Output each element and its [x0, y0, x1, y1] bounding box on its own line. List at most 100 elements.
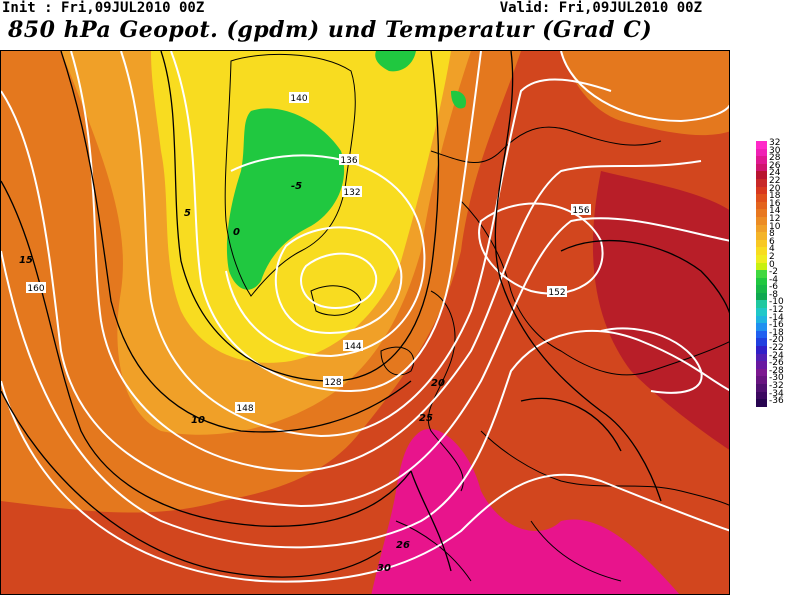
legend-entry: -16	[756, 320, 788, 331]
legend-entry: -30	[756, 374, 788, 384]
legend-label: -32	[769, 381, 784, 391]
legend-label: 20	[769, 183, 781, 194]
legend-swatch	[756, 216, 767, 225]
legend-label: -12	[769, 305, 784, 316]
legend-label: 26	[769, 160, 781, 171]
legend-swatch	[756, 239, 767, 248]
temp-label: 20	[431, 378, 445, 389]
legend-entry: -8	[756, 290, 788, 301]
legend-swatch	[756, 232, 767, 240]
temp-label: 5	[184, 208, 191, 219]
legend-label: -22	[769, 343, 784, 354]
legend-entry: 10	[756, 221, 788, 233]
geo-label: 148	[236, 404, 253, 414]
legend-entry: -36	[756, 396, 788, 407]
legend-swatch	[756, 338, 767, 347]
legend-entry: -20	[756, 335, 788, 347]
legend-entry: 8	[756, 229, 788, 240]
legend-label: -18	[769, 327, 784, 338]
temperature-labels: -5 0 5 10 15 20 25 26 30	[19, 181, 445, 574]
temp-label: 10	[191, 415, 205, 426]
legend-label: 24	[769, 168, 781, 179]
legend-label: -16	[769, 320, 784, 331]
geopotential-contours	[1, 51, 729, 583]
init-time: Init : Fri,09JUL2010 00Z	[2, 0, 205, 16]
temp-label: 15	[19, 255, 33, 266]
legend-label: 14	[769, 206, 781, 217]
geo-label: 156	[572, 206, 589, 216]
legend-entry: 20	[756, 183, 788, 195]
legend-entry: -26	[756, 358, 788, 369]
geopotential-labels: 128 132 136 140 144 148 152 156 160	[26, 92, 591, 414]
legend-entry: 32	[756, 138, 788, 149]
legend-swatch	[756, 201, 767, 210]
legend-label: -34	[769, 388, 784, 399]
legend-entry: 2	[756, 251, 788, 263]
legend-label: -14	[769, 312, 784, 323]
legend-swatch	[756, 323, 767, 331]
legend-swatch	[756, 262, 767, 271]
legend-swatch	[756, 254, 767, 263]
legend-label: 12	[769, 213, 781, 224]
legend-entry: -12	[756, 305, 788, 316]
legend-label: 16	[769, 198, 781, 209]
legend-entry: -28	[756, 365, 788, 377]
weather-map: 128 132 136 140 144 148 152 156 160 -5 0…	[0, 50, 730, 595]
cold-zone-north	[375, 51, 416, 72]
legend-swatch	[756, 308, 767, 316]
legend-entry: -2	[756, 267, 788, 278]
temp-label: 30	[377, 563, 391, 574]
very-hot-zone	[371, 429, 680, 594]
map-title: 850 hPa Geopot. (gpdm) und Temperatur (G…	[8, 17, 653, 43]
legend-entry: -10	[756, 298, 788, 309]
legend-swatch	[756, 194, 767, 202]
legend-label: 28	[769, 153, 781, 164]
geo-label: 160	[27, 284, 44, 294]
legend-label: 32	[769, 138, 781, 148]
legend-label: -20	[769, 335, 784, 346]
geo-label: 136	[340, 156, 357, 166]
legend-entry: -4	[756, 275, 788, 286]
hot-zone-east	[592, 171, 729, 450]
legend-swatch	[756, 292, 767, 301]
legend-label: 18	[769, 191, 781, 202]
geo-label: 144	[344, 342, 361, 352]
legend-entry: 6	[756, 236, 788, 248]
legend-entry: 18	[756, 191, 788, 202]
temp-label: 0	[233, 227, 240, 238]
legend-label: 4	[769, 244, 775, 255]
legend-swatch	[756, 384, 767, 392]
legend-entry: 28	[756, 153, 788, 164]
legend-swatch	[756, 224, 767, 233]
legend-label: 8	[769, 229, 775, 240]
legend-swatch	[756, 141, 767, 149]
legend-swatch	[756, 148, 767, 157]
legend-entry: 12	[756, 213, 788, 225]
legend-label: -36	[769, 396, 784, 407]
cold-zone-greenland	[226, 108, 345, 290]
legend-entry: 0	[756, 260, 788, 271]
temp-label: 26	[396, 540, 410, 551]
legend-entry: -18	[756, 327, 788, 339]
legend-swatch	[756, 315, 767, 324]
legend-label: 10	[769, 221, 781, 232]
legend-entry: 22	[756, 176, 788, 187]
legend-label: 2	[769, 251, 775, 262]
geo-label: 132	[343, 188, 360, 198]
legend-swatch	[756, 368, 767, 377]
legend-entry: -32	[756, 381, 788, 392]
legend-swatch	[756, 376, 767, 384]
legend-label: -2	[769, 267, 778, 278]
legend-swatch	[756, 171, 767, 179]
geo-label: 152	[548, 288, 565, 298]
legend-label: 6	[769, 236, 775, 247]
legend-swatch	[756, 399, 767, 407]
legend-entry: 26	[756, 160, 788, 172]
legend-label: -28	[769, 365, 784, 376]
legend-swatch	[756, 178, 767, 187]
legend-swatch	[756, 247, 767, 255]
legend-label: 30	[769, 145, 781, 156]
legend-label: -26	[769, 358, 784, 369]
legend-swatch	[756, 353, 767, 362]
legend-entry: 30	[756, 145, 788, 157]
